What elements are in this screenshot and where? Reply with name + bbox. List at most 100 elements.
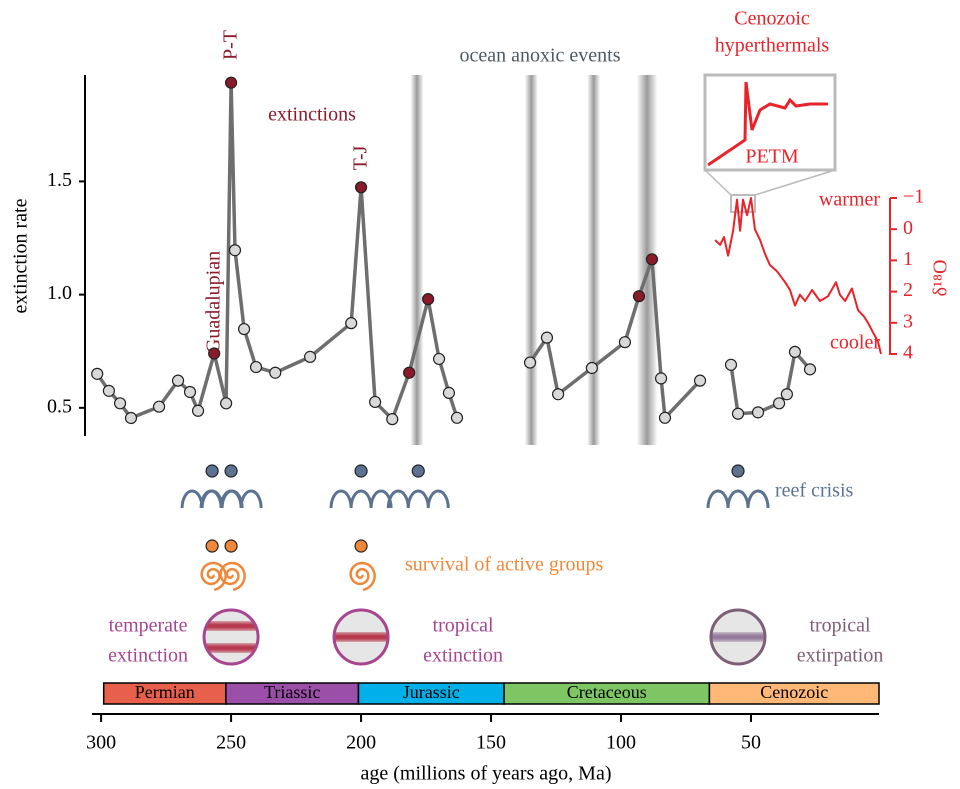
x-axis-label: age (millions of years ago, Ma) [360, 763, 611, 785]
data-point [249, 360, 263, 374]
data-point [422, 293, 435, 306]
event-dot [411, 464, 425, 478]
data-point [102, 384, 115, 397]
anoxic-band [587, 75, 601, 445]
event-row-label: reef crisis [775, 480, 854, 502]
extinction-zone [709, 608, 767, 666]
data-point [345, 317, 358, 330]
data-point [220, 397, 233, 410]
y2-note: cooler [830, 332, 880, 354]
anoxic-band [524, 75, 538, 445]
y2-tick-label: −1 [903, 186, 924, 208]
data-point [645, 253, 659, 266]
period [708, 682, 880, 705]
y2-tick-label: 0 [903, 217, 913, 239]
y-tick-label: 0.5 [47, 395, 72, 417]
zone-label: extirpation [797, 645, 884, 667]
reef-icon [386, 489, 450, 509]
series-line [714, 197, 882, 355]
y2-tick-label: 4 [903, 342, 913, 364]
period-label: Cretaceous [567, 682, 647, 702]
event-dot [205, 539, 219, 553]
reef-icon [329, 489, 393, 509]
data-point [632, 290, 646, 303]
y2-tick-label: 3 [903, 310, 913, 332]
y2-note: warmer [819, 189, 880, 211]
event-dot [354, 539, 368, 553]
data-point [658, 411, 672, 424]
zone-band [711, 633, 766, 641]
data-point [191, 404, 205, 417]
data-point [91, 367, 104, 380]
inset-connector [754, 169, 836, 196]
data-point [540, 331, 554, 344]
annotation: extinctions [268, 104, 356, 126]
event-dot [205, 464, 219, 478]
period-label: Cenozoic [760, 682, 828, 702]
data-point [442, 386, 456, 399]
zone-label: tropical [809, 615, 871, 637]
data-point [772, 397, 786, 410]
data-point [432, 352, 446, 366]
data-point [113, 397, 127, 410]
period-label: Jurassic [403, 682, 460, 702]
data-point [269, 366, 282, 379]
y-tick-label: 1.5 [47, 169, 72, 191]
zone-band [204, 644, 259, 652]
data-point [304, 350, 317, 363]
event-dot [731, 464, 745, 478]
data-point [780, 388, 793, 401]
inset-title: Cenozoic [734, 8, 810, 30]
inset-title: hyperthermals [715, 35, 830, 57]
data-point [585, 361, 599, 375]
data-point [523, 356, 537, 369]
zone-clip [204, 610, 259, 664]
data-point [152, 400, 166, 413]
data-point [731, 407, 745, 420]
data-point [724, 358, 738, 371]
x-tick-label: 50 [741, 732, 761, 754]
data-point [803, 363, 817, 376]
data-point [228, 244, 242, 257]
y-axis-label: extinction rate [10, 198, 32, 313]
inset-source-box [730, 194, 756, 213]
zone-band [204, 622, 259, 630]
reef-icon [180, 489, 244, 509]
extinction-zone [202, 608, 260, 666]
data-point [403, 366, 416, 379]
data-point [751, 406, 765, 419]
zone-label: extinction [108, 645, 188, 667]
shell-icon [219, 561, 246, 592]
data-point [183, 385, 197, 399]
data-point [369, 395, 382, 409]
data-point [224, 76, 238, 89]
inset-label: PETM [745, 146, 799, 168]
zone-clip [334, 610, 389, 664]
zone-label: tropical [433, 615, 495, 637]
inset-connector [704, 169, 732, 196]
x-tick-label: 200 [346, 732, 376, 754]
data-point [693, 374, 707, 387]
data-point [124, 411, 138, 425]
event-dot [354, 464, 368, 478]
event-row-label: survival of active groups [405, 554, 603, 576]
zone-band [334, 633, 389, 641]
zone-clip [711, 610, 766, 664]
data-point [450, 411, 464, 424]
x-tick-label: 100 [606, 732, 636, 754]
inset-curve [707, 81, 828, 167]
data-point [654, 372, 668, 385]
data-point [208, 347, 221, 360]
shell-icon [349, 561, 376, 592]
data-point [237, 322, 251, 336]
reef-icon [199, 489, 263, 509]
data-point [788, 345, 802, 359]
annotation: P-T [220, 30, 242, 60]
reef-icon [706, 489, 770, 509]
x-tick-label: 150 [476, 732, 506, 754]
data-point [386, 413, 399, 426]
y2-tick-label: 2 [903, 279, 913, 301]
annotation: Guadalupian [203, 251, 225, 353]
annotation: T-J [350, 145, 372, 170]
